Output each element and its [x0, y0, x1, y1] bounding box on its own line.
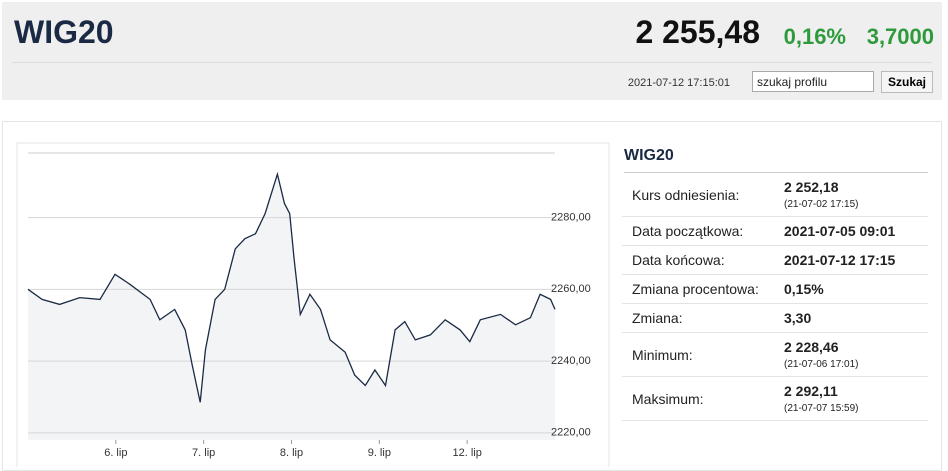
row-value: 2 252,18	[784, 179, 839, 195]
info-row: Kurs odniesienia: 2 252,18 (21-07-02 17:15…	[622, 173, 928, 217]
row-label: Data początkowa:	[632, 223, 744, 239]
chart-frame	[16, 142, 610, 467]
info-row: Maksimum: 2 292,11 (21-07-07 15:59)	[622, 377, 928, 421]
info-row: Zmiana: 3,30	[622, 304, 928, 333]
row-label: Minimum:	[632, 346, 693, 363]
x-tick-label: 8. lip	[280, 447, 303, 459]
search-button[interactable]: Szukaj	[881, 71, 933, 93]
x-tick-label: 7. lip	[192, 447, 215, 459]
info-row: Minimum: 2 228,46 (21-07-06 17:01)	[622, 333, 928, 377]
y-tick-label: 2280,00	[551, 211, 591, 223]
price: 2 255,48	[635, 14, 760, 50]
y-tick-label: 2220,00	[551, 427, 591, 439]
row-subvalue: (21-07-07 15:59)	[784, 403, 859, 414]
area	[28, 174, 555, 440]
info-rows: Kurs odniesienia: 2 252,18 (21-07-02 17:15…	[622, 173, 928, 421]
row-value: 2021-07-12 17:15	[784, 252, 896, 268]
info-row: Data początkowa: 2021-07-05 09:01	[622, 217, 928, 246]
x-tick-label: 6. lip	[104, 447, 127, 459]
row-label: Data końcowa:	[632, 252, 725, 268]
info-table: WIG20 Kurs odniesienia: 2 252,18 (21-07-02…	[622, 140, 928, 421]
row-label: Maksimum:	[632, 390, 704, 407]
row-label: Zmiana:	[632, 310, 683, 326]
y-tick-label: 2260,00	[551, 283, 591, 295]
separator	[12, 62, 932, 63]
change-percent: 0,16%	[783, 24, 846, 49]
row-value: 3,30	[784, 310, 812, 326]
info-row: Zmiana procentowa: 0,15%	[622, 275, 928, 304]
row-value: 2021-07-05 09:01	[784, 223, 896, 239]
change: 3,7000	[866, 24, 934, 49]
index-title: WIG20	[14, 14, 114, 50]
row-label: Kurs odniesienia:	[632, 186, 740, 203]
timestamp: 2021-07-12 17:15:01	[627, 77, 730, 89]
header: WIG20 2 255,48 0,16% 3,7000 2021-07-12 1…	[2, 2, 942, 100]
row-subvalue: (21-07-06 17:01)	[784, 359, 859, 370]
info-row: Data końcowa: 2021-07-12 17:15	[622, 246, 928, 275]
search-input[interactable]: szukaj profilu	[752, 71, 874, 92]
row-label: Zmiana procentowa:	[632, 281, 759, 297]
row-value: 0,15%	[784, 281, 824, 297]
row-value: 2 292,11	[784, 383, 838, 399]
x-tick-label: 12. lip	[452, 447, 481, 459]
row-value: 2 228,46	[784, 339, 839, 355]
price-line	[27, 171, 556, 403]
info-title: WIG20	[624, 140, 928, 173]
x-tick-label: 9. lip	[368, 447, 391, 459]
y-tick-label: 2240,00	[551, 355, 591, 367]
row-subvalue: (21-07-02 17:15)	[784, 199, 859, 210]
